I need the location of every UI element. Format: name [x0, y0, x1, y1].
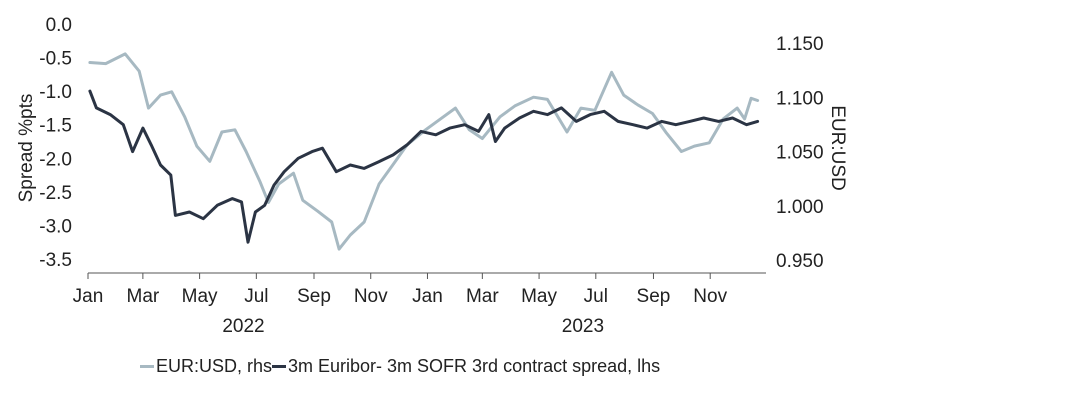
x-tick-label: May	[182, 286, 218, 307]
x-tick-label: Jul	[584, 286, 608, 307]
x-tick-label: Jan	[73, 286, 104, 307]
x-tick-label: May	[521, 286, 557, 307]
x-tick-label: Jul	[244, 286, 268, 307]
right-axis-title: EUR:USD	[827, 105, 848, 191]
x-tick-label: Jan	[412, 286, 443, 307]
x-axis-ticks: Jan Mar May Jul Sep Nov Jan Mar May Jul Sep Nov 2022…	[73, 273, 728, 337]
left-tick-label: -1.5	[39, 116, 72, 137]
right-tick-label: 1.100	[776, 88, 824, 109]
x-tick-label: Mar	[127, 286, 160, 307]
left-tick-label: -2.5	[39, 183, 72, 204]
left-tick-label: -3.0	[39, 216, 72, 237]
x-tick-label: Nov	[354, 286, 388, 307]
legend: EUR:USD, rhs 3m Euribor- 3m SOFR 3rd con…	[140, 356, 660, 377]
legend-item-spread: 3m Euribor- 3m SOFR 3rd contract spread,…	[272, 356, 660, 377]
left-axis-ticks: 0.0 -0.5 -1.0 -1.5 -2.0 -2.5 -3.0 -3.5	[39, 15, 72, 271]
right-axis-ticks: 1.150 1.100 1.050 1.000 0.950	[776, 34, 824, 272]
series-layer	[88, 52, 760, 251]
spread-series-line	[88, 89, 760, 244]
right-tick-label: 1.050	[776, 143, 824, 164]
x-tick-label: Mar	[466, 286, 499, 307]
left-tick-label: -0.5	[39, 49, 72, 70]
x-tick-label: Sep	[297, 286, 331, 307]
x-tick-label: Nov	[693, 286, 727, 307]
left-tick-label: 0.0	[46, 15, 72, 36]
x-year-label: 2022	[222, 316, 264, 337]
legend-label-spread: 3m Euribor- 3m SOFR 3rd contract spread,…	[288, 356, 661, 376]
right-tick-label: 1.000	[776, 197, 824, 218]
left-tick-label: -1.0	[39, 82, 72, 103]
left-tick-label: -3.5	[39, 250, 72, 271]
legend-label-eurusd: EUR:USD, rhs	[156, 356, 273, 376]
legend-swatch-eurusd	[140, 365, 154, 368]
legend-item-eurusd: EUR:USD, rhs	[140, 356, 272, 377]
legend-swatch-spread	[272, 365, 287, 368]
x-tick-label: Sep	[637, 286, 671, 307]
left-tick-label: -2.0	[39, 149, 72, 170]
right-tick-label: 0.950	[776, 251, 824, 272]
x-year-label: 2023	[562, 316, 604, 337]
eurusd-series-line	[88, 52, 760, 251]
right-tick-label: 1.150	[776, 34, 824, 55]
left-axis-title: Spread %pts	[16, 94, 37, 203]
